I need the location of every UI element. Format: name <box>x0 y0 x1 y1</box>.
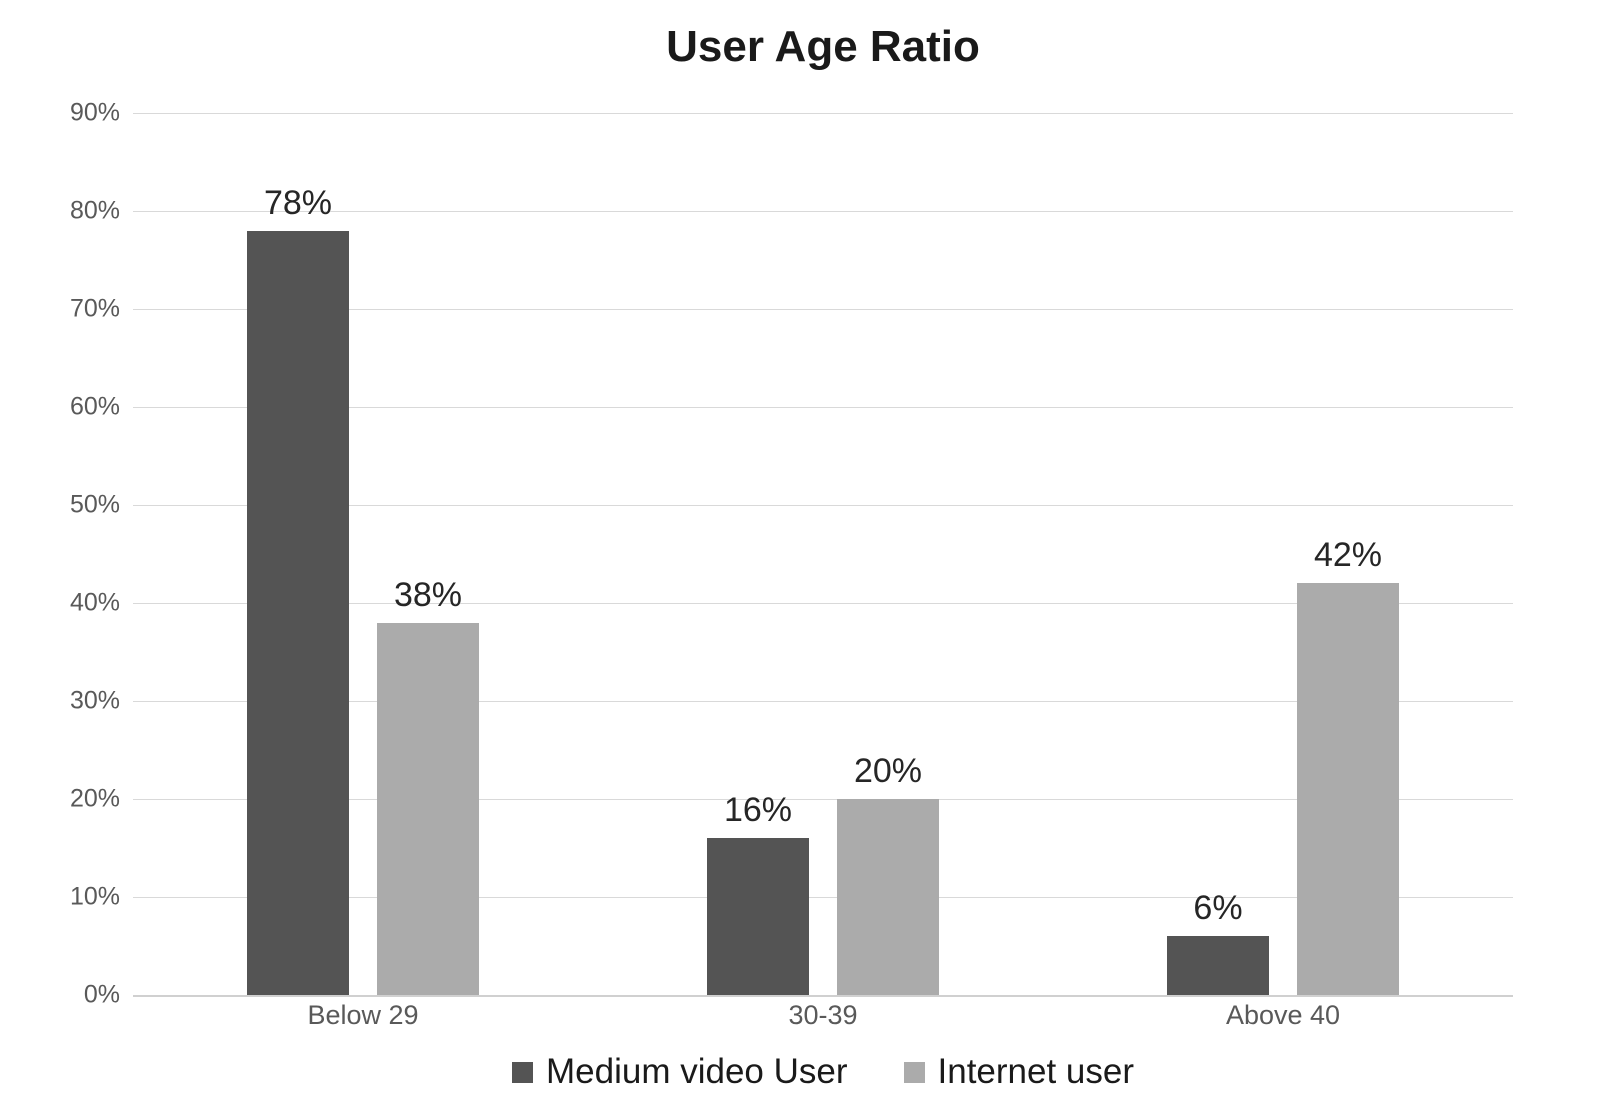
gridline <box>133 406 1513 408</box>
bar-internet-user: 20% <box>837 752 939 995</box>
bar-value-label: 42% <box>1313 536 1383 575</box>
gridline <box>133 799 1513 800</box>
x-axis-label: Below 29 <box>307 1000 419 1030</box>
gridlines <box>133 113 1513 995</box>
y-tick-label: 50% <box>69 490 120 519</box>
bar-groups: 78% 38% 16% 20% 6% 42% <box>133 113 1513 995</box>
bar-internet-user: 42% <box>1297 536 1399 995</box>
y-tick-label: 20% <box>69 784 120 813</box>
y-tick-label: 90% <box>69 98 120 127</box>
x-axis-labels: Below 29 30-39 Above 40 <box>133 1000 1513 1031</box>
bar-medium-video-user: 16% <box>707 791 809 995</box>
legend: Medium video User Internet user <box>133 1052 1513 1092</box>
bar-value-label: 6% <box>1193 889 1243 928</box>
legend-swatch-icon <box>903 1061 925 1083</box>
y-tick-label: 30% <box>69 686 120 715</box>
y-tick-label: 70% <box>69 294 120 323</box>
y-tick-label: 0% <box>83 980 120 1009</box>
bar-value-label: 38% <box>393 575 463 614</box>
legend-label: Medium video User <box>546 1052 848 1091</box>
y-tick-label: 40% <box>69 588 120 617</box>
legend-swatch-icon <box>512 1061 533 1083</box>
bar-medium-video-user: 78% <box>247 184 349 995</box>
y-axis: 90% 80% 70% 60% 50% 40% 30% 20% 10% 0% <box>0 99 120 1009</box>
gridline <box>133 897 1513 898</box>
bar-medium-video-user: 6% <box>1167 889 1269 995</box>
y-tick-label: 80% <box>69 196 120 225</box>
gridline <box>133 113 1513 114</box>
gridline <box>133 211 1513 212</box>
legend-item: Internet user <box>903 1052 1135 1092</box>
bar-value-label: 78% <box>263 183 333 222</box>
bar-value-label: 16% <box>723 791 793 830</box>
chart-title: User Age Ratio <box>666 22 980 71</box>
bar-group-below-29: 78% 38% <box>133 113 593 995</box>
bar-internet-user: 38% <box>377 576 479 995</box>
gridline <box>133 505 1513 506</box>
gridline <box>133 603 1513 604</box>
x-axis-label: Above 40 <box>1225 1000 1341 1030</box>
bar-group-above-40: 6% 42% <box>1053 113 1513 995</box>
legend-item: Medium video User <box>512 1052 848 1092</box>
plot-area: 78% 38% 16% 20% 6% 42% <box>133 113 1513 997</box>
bar-value-label: 20% <box>853 752 923 790</box>
gridline <box>133 700 1513 702</box>
y-tick-label: 10% <box>69 882 120 911</box>
x-axis-label: 30-39 <box>788 1000 858 1030</box>
y-tick-label: 60% <box>69 392 120 421</box>
bar-group-30-39: 16% 20% <box>593 113 1053 995</box>
gridline <box>133 309 1513 310</box>
legend-label: Internet user <box>937 1052 1135 1091</box>
